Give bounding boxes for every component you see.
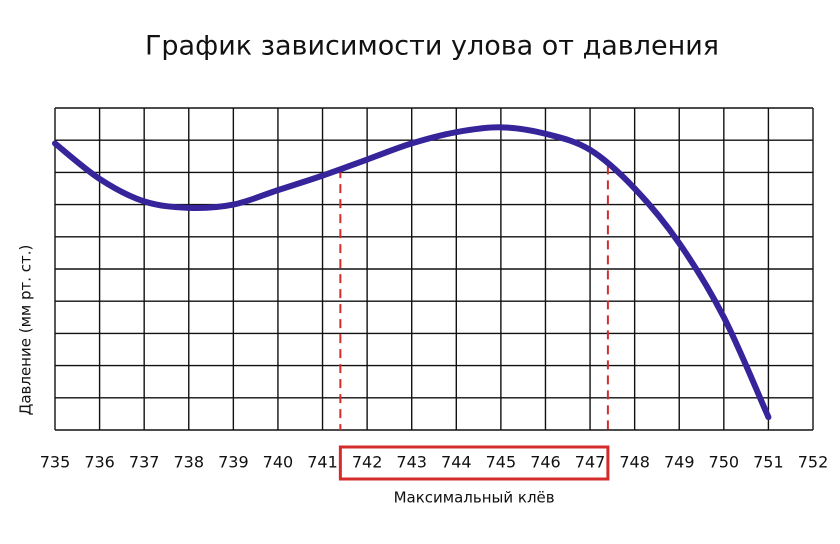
x-tick-label: 752 — [798, 453, 829, 472]
x-tick-label: 738 — [173, 453, 204, 472]
x-tick-label: 747 — [575, 453, 606, 472]
x-tick-label: 742 — [352, 453, 383, 472]
x-tick-label: 751 — [753, 453, 784, 472]
x-tick-label: 746 — [530, 453, 561, 472]
x-tick-label: 750 — [709, 453, 740, 472]
x-tick-label: 739 — [218, 453, 249, 472]
x-tick-label: 748 — [619, 453, 650, 472]
highlight-label: Максимальный клёв — [394, 489, 555, 507]
data-line — [52, 124, 772, 421]
highlight-box — [338, 445, 610, 481]
x-tick-label: 749 — [664, 453, 695, 472]
x-tick-label: 741 — [307, 453, 338, 472]
chart-title: График зависимости улова от давления — [145, 31, 719, 62]
x-tick-label: 736 — [84, 453, 115, 472]
x-tick-label: 743 — [396, 453, 427, 472]
x-tick-label: 745 — [486, 453, 517, 472]
x-tick-label: 735 — [40, 453, 71, 472]
x-tick-label: 740 — [263, 453, 294, 472]
y-axis-label: Давление (мм рт. ст.) — [17, 245, 35, 416]
x-tick-label: 744 — [441, 453, 472, 472]
x-tick-label: 737 — [129, 453, 160, 472]
